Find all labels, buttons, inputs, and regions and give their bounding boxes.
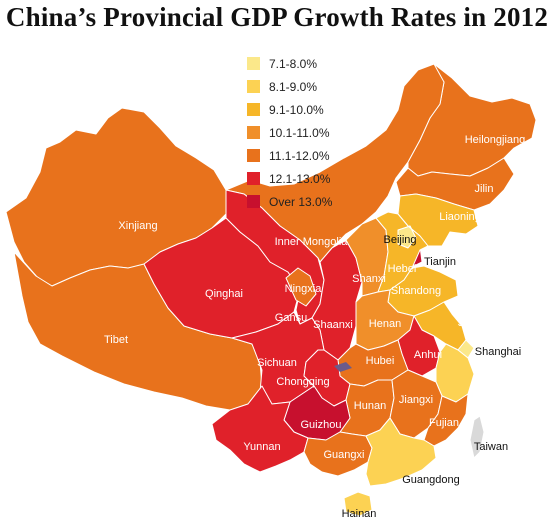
map-title: China’s Provincial GDP Growth Rates in 2…	[5, 2, 549, 32]
province-label: Chongqing	[276, 376, 329, 388]
legend-swatch	[247, 103, 260, 116]
province-guangdong	[365, 417, 437, 487]
legend-label: 7.1-8.0%	[269, 56, 318, 71]
legend-swatch	[247, 172, 260, 185]
province-label: Heilongjiang	[465, 134, 526, 146]
legend-label: 8.1-9.0%	[269, 79, 318, 94]
legend-swatch	[247, 195, 260, 208]
province-label: Ningxia	[285, 283, 323, 295]
province-label: Fujian	[429, 417, 459, 429]
province-label: Inner Mongolia	[275, 236, 349, 248]
province-label: Shandong	[391, 285, 441, 297]
province-label: Shanxi	[352, 273, 386, 285]
legend-item: Over 13.0%	[247, 190, 332, 213]
province-label: Jilin	[475, 183, 494, 195]
legend-item: 7.1-8.0%	[247, 52, 332, 75]
province-label: Shanghai	[475, 346, 522, 358]
province-label: Jiangsu	[458, 317, 496, 329]
legend-label: 9.1-10.0%	[269, 102, 324, 117]
province-label: Hainan	[342, 508, 377, 520]
province-label: Guangxi	[324, 449, 365, 461]
province-label: Henan	[369, 318, 401, 330]
province-label: Guangdong	[402, 474, 460, 486]
province-label: Hebei	[388, 263, 417, 275]
province-fujian	[423, 393, 469, 447]
province-label: Xinjiang	[118, 220, 157, 232]
province-label: Jiangxi	[399, 394, 433, 406]
province-taiwan	[469, 415, 485, 459]
legend-item: 12.1-13.0%	[247, 167, 332, 190]
legend-item: 8.1-9.0%	[247, 75, 332, 98]
province-label: Qinghai	[205, 288, 243, 300]
province-label: Anhui	[414, 349, 442, 361]
province-label: Sichuan	[257, 357, 297, 369]
legend-swatch	[247, 149, 260, 162]
legend-label: Over 13.0%	[269, 194, 333, 209]
legend-label: 11.1-12.0%	[269, 148, 330, 163]
province-hainan	[343, 491, 373, 517]
province-label: Shaanxi	[313, 319, 353, 331]
province-label: Liaoning	[439, 211, 481, 223]
reservoir-icon	[334, 362, 352, 372]
legend-label: 12.1-13.0%	[269, 171, 331, 186]
legend-item: 9.1-10.0%	[247, 98, 332, 121]
legend-swatch	[247, 126, 260, 139]
legend-item: 11.1-12.0%	[247, 144, 332, 167]
province-ningxia	[285, 267, 317, 307]
province-label: Tianjin	[424, 256, 456, 268]
province-label: Gansu	[275, 312, 307, 324]
province-label: Taiwan	[474, 441, 508, 453]
province-label: Guizhou	[301, 419, 342, 431]
province-label: Hunan	[354, 400, 386, 412]
province-label: Yunnan	[243, 441, 280, 453]
legend-swatch	[247, 80, 260, 93]
legend: 7.1-8.0% 8.1-9.0% 9.1-10.0% 10.1-11.0% 11.1-…	[247, 52, 332, 213]
legend-item: 10.1-11.0%	[247, 121, 332, 144]
province-label: Beijing	[383, 234, 416, 246]
legend-label: 10.1-11.0%	[269, 125, 330, 140]
legend-swatch	[247, 57, 260, 70]
province-label: Hubei	[366, 355, 395, 367]
province-label: Tibet	[104, 334, 128, 346]
province-label: Zhejiang	[476, 377, 518, 389]
